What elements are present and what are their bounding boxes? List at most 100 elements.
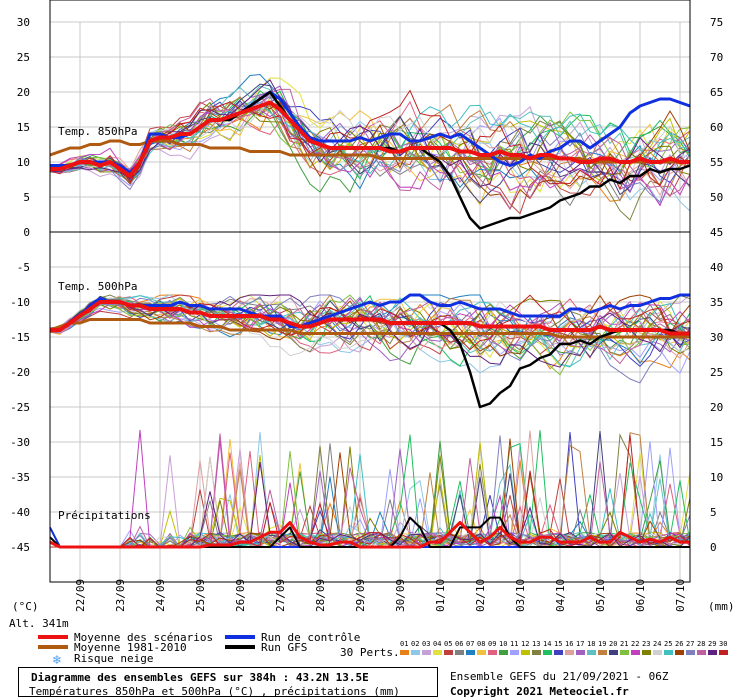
- pert-number: 22: [631, 640, 639, 648]
- pert-number: 05: [444, 640, 452, 648]
- pert-swatch: [554, 650, 563, 655]
- right-tick-label: 50: [710, 191, 723, 204]
- legend-control-label: Run de contrôle: [261, 631, 360, 644]
- x-tick-label: 06/10: [634, 579, 647, 612]
- pert-swatch: [609, 650, 618, 655]
- pert-swatch: [565, 650, 574, 655]
- pert-number: 07: [466, 640, 474, 648]
- x-tick-label: 01/10: [434, 579, 447, 612]
- pert-swatch: [466, 650, 475, 655]
- left-tick-label: -15: [10, 331, 30, 344]
- left-unit: (°C): [12, 600, 39, 613]
- axes: [49, 0, 691, 583]
- left-tick-label: -35: [10, 471, 30, 484]
- pert-number: 17: [576, 640, 584, 648]
- pert-number: 03: [422, 640, 430, 648]
- pert-swatch: [708, 650, 717, 655]
- pert-swatch: [532, 650, 541, 655]
- right-tick-label: 20: [710, 401, 723, 414]
- right-tick-label: 70: [710, 51, 723, 64]
- left-tick-label: 10: [17, 156, 30, 169]
- pert-number: 27: [686, 640, 694, 648]
- pert-number: 24: [653, 640, 661, 648]
- pert-number: 21: [620, 640, 628, 648]
- left-tick-label: -45: [10, 541, 30, 554]
- right-tick-label: 35: [710, 296, 723, 309]
- series-t850-mean: [50, 100, 690, 178]
- legend-clim-label: Moyenne 1981-2010: [74, 641, 187, 654]
- pert-number: 15: [554, 640, 562, 648]
- x-tick-label: 03/10: [514, 579, 527, 612]
- pert-swatch: [411, 650, 420, 655]
- x-tick-label: 27/09: [274, 579, 287, 612]
- pert-number: 29: [708, 640, 716, 648]
- pert-swatch: [543, 650, 552, 655]
- pert-swatch: [477, 650, 486, 655]
- label-t500: Temp. 500hPa: [58, 280, 137, 293]
- x-tick-label: 24/09: [154, 579, 167, 612]
- x-tick-label: 02/10: [474, 579, 487, 612]
- x-tick-label: 26/09: [234, 579, 247, 612]
- left-tick-label: -25: [10, 401, 30, 414]
- pert-swatch: [664, 650, 673, 655]
- pert-swatch: [400, 650, 409, 655]
- series-precip-mean: [49, 521, 690, 549]
- left-tick-label: -5: [17, 261, 30, 274]
- pert-number: 19: [598, 640, 606, 648]
- member-t850-2: [49, 93, 691, 212]
- x-tick-label: 28/09: [314, 579, 327, 612]
- pert-swatch: [686, 650, 695, 655]
- member-t850-25: [49, 102, 691, 183]
- member-t850-22: [49, 108, 691, 207]
- series-t850-control: [50, 90, 691, 174]
- copyright: Copyright 2021 Meteociel.fr: [450, 685, 629, 698]
- pert-number: 12: [521, 640, 529, 648]
- legend-snow-label: Risque neige: [74, 652, 153, 665]
- pert-swatch: [653, 650, 662, 655]
- pert-number: 01: [400, 640, 408, 648]
- legend-perts-label: 30 Perts.: [340, 646, 400, 659]
- member-precip-20: [50, 430, 691, 548]
- main-series: [49, 90, 691, 549]
- pert-swatch: [642, 650, 651, 655]
- x-tick-label: 25/09: [194, 579, 207, 612]
- pert-number: 28: [697, 640, 705, 648]
- right-tick-label: 65: [710, 86, 723, 99]
- right-tick-label: 10: [710, 471, 723, 484]
- left-tick-label: 30: [17, 16, 30, 29]
- pert-number: 04: [433, 640, 441, 648]
- right-tick-label: 40: [710, 261, 723, 274]
- x-tick-label: 05/10: [594, 579, 607, 612]
- left-tick-label: 25: [17, 51, 30, 64]
- pert-swatch: [587, 650, 596, 655]
- pert-number: 02: [411, 640, 419, 648]
- series-t500-control: [50, 293, 690, 332]
- legend-gfs-label: Run GFS: [261, 641, 307, 654]
- left-tick-label: -10: [10, 296, 30, 309]
- pert-number: 10: [499, 640, 507, 648]
- pert-swatch: [521, 650, 530, 655]
- footer-title: Diagramme des ensembles GEFS sur 384h : …: [31, 671, 369, 684]
- pert-number: 11: [510, 640, 518, 648]
- footer-box: Diagramme des ensembles GEFS sur 384h : …: [18, 667, 438, 698]
- right-tick-label: 5: [710, 506, 717, 519]
- pert-swatch: [510, 650, 519, 655]
- snow-icon: ❄: [52, 653, 62, 667]
- member-t850-24: [49, 91, 691, 189]
- footer-subtitle: Températures 850hPa et 500hPa (°C) , pré…: [29, 685, 400, 698]
- right-tick-label: 25: [710, 366, 723, 379]
- member-t850-4: [49, 77, 691, 193]
- series-t500-mean: [50, 300, 690, 336]
- member-t500-19: [49, 294, 691, 350]
- left-tick-label: -20: [10, 366, 30, 379]
- pert-swatch: [598, 650, 607, 655]
- pert-swatch: [455, 650, 464, 655]
- left-tick-label: 0: [23, 226, 30, 239]
- legend-mean-label: Moyenne des scénarios: [74, 631, 213, 644]
- pert-swatch: [499, 650, 508, 655]
- left-tick-label: -30: [10, 436, 30, 449]
- left-tick-label: 15: [17, 121, 30, 134]
- x-tick-label: 23/09: [114, 579, 127, 612]
- x-tick-label: 30/09: [394, 579, 407, 612]
